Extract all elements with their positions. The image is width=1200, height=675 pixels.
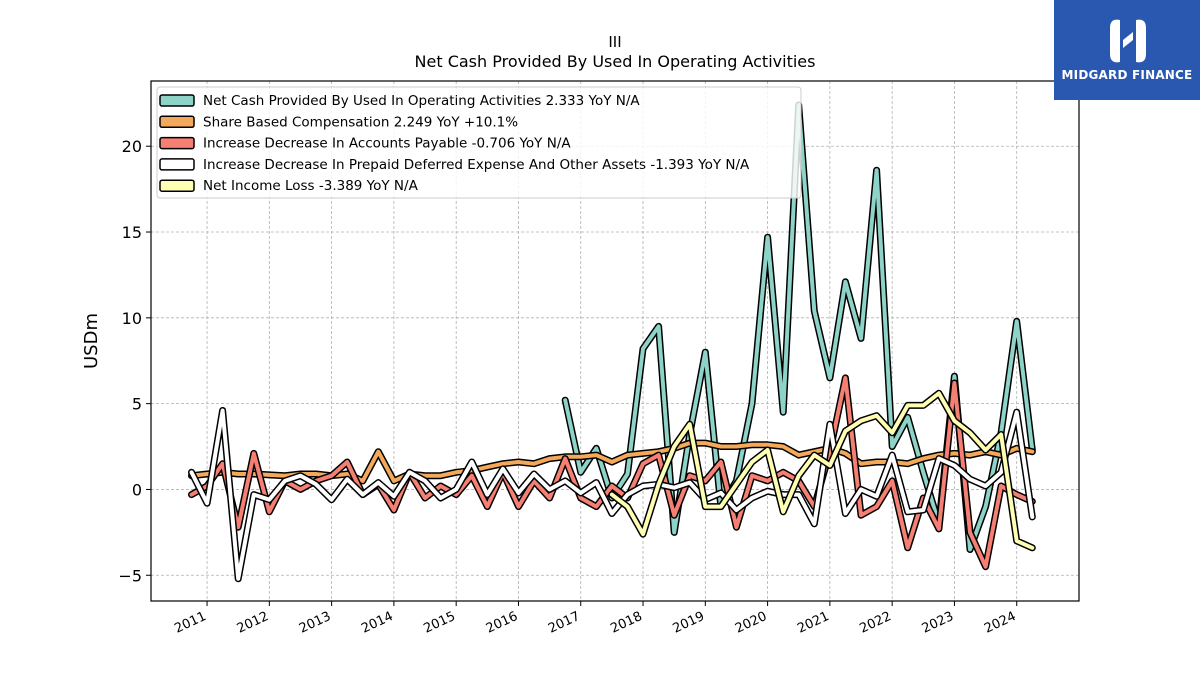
legend-label: Increase Decrease In Prepaid Deferred Ex… xyxy=(203,157,750,173)
legend-box xyxy=(156,86,802,199)
x-tick-label: 2021 xyxy=(795,609,831,637)
x-tick-label: 2022 xyxy=(858,609,894,637)
x-tick-label: 2015 xyxy=(422,609,458,637)
x-tick-label: 2011 xyxy=(172,609,208,637)
legend-label: Net Income Loss -3.389 YoY N/A xyxy=(203,178,419,194)
x-tick-label: 2020 xyxy=(733,609,769,637)
x-tick-label: 2012 xyxy=(235,609,271,637)
legend-label: Share Based Compensation 2.249 YoY +10.1… xyxy=(203,114,518,130)
chart-title: Net Cash Provided By Used In Operating A… xyxy=(415,52,816,71)
chart-title-line1: III xyxy=(608,33,621,51)
legend-swatch xyxy=(159,136,195,150)
series-line-5 xyxy=(609,391,1035,550)
legend: Net Cash Provided By Used In Operating A… xyxy=(156,86,802,199)
y-axis-label: USDm xyxy=(81,313,102,369)
x-tick-label: 2013 xyxy=(297,609,333,637)
plot-area-frame xyxy=(150,80,1080,602)
y-tick-label: 0 xyxy=(132,480,142,499)
y-tick-label: 5 xyxy=(132,395,142,414)
brand-name: MIDGARD FINANCE xyxy=(1061,68,1193,82)
y-tick-label: −5 xyxy=(118,566,142,585)
legend-swatch xyxy=(159,179,195,192)
y-tick-label: 10 xyxy=(122,309,142,328)
series-line-4 xyxy=(189,408,1035,581)
series-line-3 xyxy=(189,375,1035,569)
x-tick-label: 2018 xyxy=(608,609,644,637)
legend-swatch xyxy=(159,158,195,171)
x-tick-label: 2024 xyxy=(982,609,1018,637)
brand-logo-icon xyxy=(1110,19,1146,63)
axes: −5 0 5 10 15 20 2011 2012 2013 2014 2015 2016 2017 20… xyxy=(118,137,1018,636)
legend-label: Increase Decrease In Accounts Payable -0… xyxy=(203,136,571,152)
series-line-2 xyxy=(189,441,1035,483)
x-tick-label: 2019 xyxy=(671,609,707,637)
legend-swatch xyxy=(159,94,195,107)
y-tick-label: 15 xyxy=(122,223,142,242)
brand-logo: MIDGARD FINANCE xyxy=(1054,0,1200,100)
x-tick-label: 2014 xyxy=(359,609,395,637)
legend-swatch xyxy=(159,115,195,129)
x-tick-label: 2017 xyxy=(546,609,582,637)
x-tick-label: 2023 xyxy=(920,609,956,637)
legend-label: Net Cash Provided By Used In Operating A… xyxy=(203,93,640,109)
x-tick-label: 2016 xyxy=(484,609,520,637)
y-tick-label: 20 xyxy=(122,137,142,156)
